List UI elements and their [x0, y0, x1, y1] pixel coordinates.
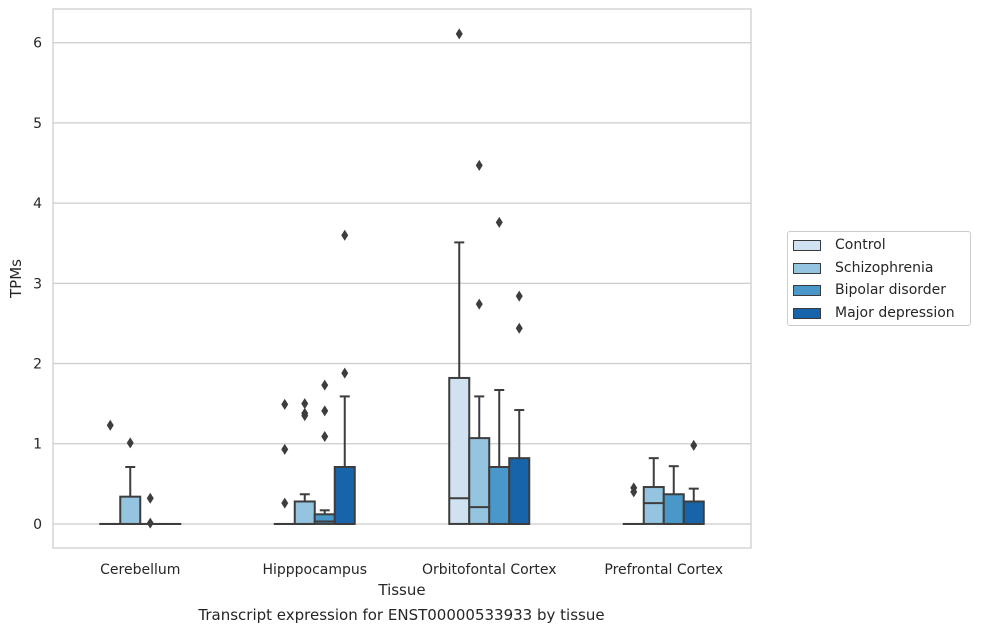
x-tick-label-3: Orbitofontal Cortex	[422, 562, 557, 578]
legend-item-schizophrenia: Schizophrenia	[793, 258, 933, 278]
series-3	[139, 216, 685, 529]
legend-swatch-bipolar-disorder	[793, 284, 821, 296]
outlier-point	[515, 290, 523, 302]
x-tick-label-4: Prefrontal Cortex	[604, 562, 723, 578]
series-1	[99, 28, 645, 525]
y-tick-label-1: 1	[33, 437, 42, 453]
y-tick-label-4: 4	[33, 196, 42, 212]
outlier-point	[281, 398, 289, 410]
outlier-point	[146, 517, 154, 529]
y-tick-label-6: 6	[33, 36, 42, 52]
outlier-point	[281, 443, 289, 455]
outlier-point	[146, 492, 154, 504]
box-series-1-category-1	[99, 419, 122, 525]
legend-label-major-depression: Major depression	[835, 305, 955, 321]
y-tick-label-3: 3	[33, 276, 42, 292]
legend: Control Schizophrenia Bipolar disorder M…	[787, 231, 971, 326]
box-series-3-category-4	[662, 465, 685, 525]
outlier-point	[126, 437, 134, 449]
outlier-point	[281, 497, 289, 509]
box-series-2-category-1	[119, 437, 142, 525]
box-body	[333, 465, 356, 525]
box-body	[642, 486, 665, 525]
box-series-1-category-2	[273, 398, 296, 525]
outlier-point	[301, 398, 309, 410]
outlier-point	[321, 405, 329, 417]
outlier-point	[630, 486, 638, 498]
legend-swatch-major-depression	[793, 307, 821, 319]
box-body	[662, 493, 685, 525]
legend-item-control: Control	[793, 235, 886, 255]
box-series-2-category-2	[293, 398, 316, 525]
box-series-3-category-3	[488, 216, 511, 525]
legend-label-bipolar-disorder: Bipolar disorder	[835, 282, 947, 298]
box-series-1-category-3	[448, 28, 471, 525]
outlier-point	[321, 379, 329, 391]
legend-label-schizophrenia: Schizophrenia	[835, 260, 934, 276]
box-series-2-category-3	[468, 159, 491, 525]
outlier-point	[475, 298, 483, 310]
outlier-point	[106, 419, 114, 431]
box-series-3-category-2	[313, 379, 336, 525]
y-axis-ticks: 0 1 2 3 4 5 6	[33, 36, 42, 533]
outlier-point	[341, 229, 349, 241]
series-4	[159, 229, 705, 525]
outlier-point	[341, 367, 349, 379]
plot-area-frame	[52, 8, 752, 549]
x-tick-label-2: Hipppocampus	[262, 562, 367, 578]
x-axis-label: Tissue	[377, 581, 425, 599]
boxes	[99, 28, 705, 529]
box-body	[293, 500, 316, 525]
outlier-point	[690, 439, 698, 451]
box-series-4-category-3	[508, 290, 531, 525]
legend-swatch-control	[793, 239, 821, 251]
x-axis-ticks: Cerebellum Hipppocampus Orbitofontal Corte…	[100, 562, 723, 578]
box-series-4-category-4	[682, 439, 705, 525]
outlier-point	[495, 216, 503, 228]
legend-label-control: Control	[835, 237, 886, 253]
box-series-3-category-1	[139, 492, 162, 529]
y-tick-label-2: 2	[33, 357, 42, 373]
y-tick-label-0: 0	[33, 517, 42, 533]
outlier-point	[321, 431, 329, 443]
box-body	[488, 465, 511, 525]
box-body	[448, 376, 471, 525]
legend-item-major-depression: Major depression	[793, 303, 955, 323]
outlier-point	[475, 159, 483, 171]
y-axis-label: TPMs	[7, 259, 25, 299]
x-tick-label-1: Cerebellum	[100, 562, 180, 578]
box-body	[119, 495, 142, 525]
outlier-point	[301, 410, 309, 422]
outlier-point	[515, 322, 523, 334]
series-2	[119, 159, 665, 525]
box-body	[508, 457, 531, 525]
y-tick-label-5: 5	[33, 116, 42, 132]
box-series-1-category-4	[622, 482, 645, 525]
outlier-point	[455, 28, 463, 40]
gridlines	[53, 42, 751, 525]
box-series-4-category-2	[333, 229, 356, 525]
legend-swatch-schizophrenia	[793, 262, 821, 274]
chart-caption: Transcript expression for ENST0000053393…	[198, 606, 605, 624]
legend-item-bipolar-disorder: Bipolar disorder	[793, 280, 946, 300]
box-body	[468, 437, 491, 525]
box-series-2-category-4	[642, 457, 665, 525]
box-body	[682, 500, 705, 525]
